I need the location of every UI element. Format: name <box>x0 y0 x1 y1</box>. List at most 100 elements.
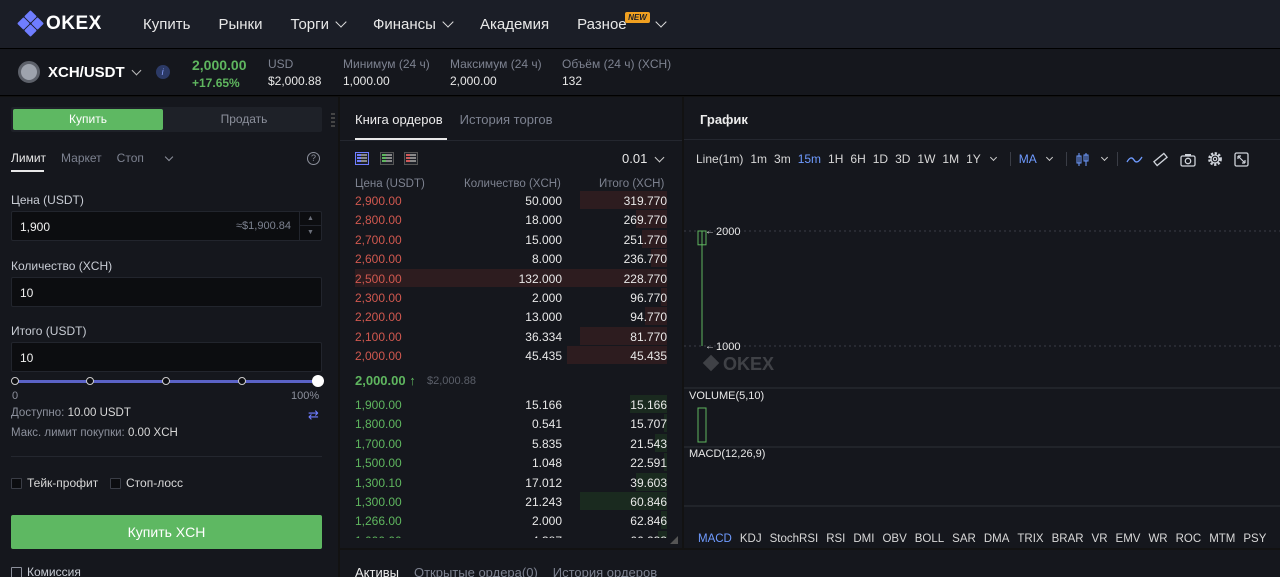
tf-line-1m[interactable]: Line(1m) <box>696 152 744 166</box>
bid-row[interactable]: 1,000.00 4.387 66.233 <box>355 530 667 538</box>
ask-row[interactable]: 2,900.00 50.000 319.770 <box>355 191 667 209</box>
buy-xch-button[interactable]: Купить XCH <box>11 515 322 549</box>
tab-order-book[interactable]: Книга ордеров <box>355 112 443 127</box>
nav-buy[interactable]: Купить <box>143 16 190 33</box>
tab-limit[interactable]: Лимит <box>11 151 47 165</box>
checkbox-icon[interactable] <box>11 477 22 489</box>
price-stepper[interactable]: ▲ ▼ <box>299 212 321 240</box>
slider-step[interactable] <box>86 377 94 385</box>
bid-row[interactable]: 1,300.10 17.012 39.603 <box>355 472 667 491</box>
book-view-bids-icon[interactable] <box>380 152 394 165</box>
bid-row[interactable]: 1,700.00 5.835 21.543 <box>355 433 667 452</box>
tf-1mo[interactable]: 1M <box>942 152 960 166</box>
bid-row[interactable]: 1,300.00 21.243 60.846 <box>355 492 667 510</box>
ind-boll[interactable]: BOLL <box>914 533 945 545</box>
settings-icon[interactable] <box>1207 151 1223 167</box>
step-down-icon[interactable]: ▼ <box>307 229 314 236</box>
ind-wr[interactable]: WR <box>1148 533 1168 545</box>
tf-1y[interactable]: 1Y <box>966 152 981 166</box>
ind-stochrsi[interactable]: StochRSI <box>769 533 819 545</box>
candle-type-icon[interactable] <box>1075 152 1090 167</box>
ask-row[interactable]: 2,100.00 36.334 81.770 <box>355 326 667 345</box>
tf-1m[interactable]: 1m <box>750 152 768 166</box>
bid-row[interactable]: 1,500.00 1.048 22.591 <box>355 453 667 472</box>
chevron-down-icon[interactable] <box>989 153 997 162</box>
step-up-icon[interactable]: ▲ <box>300 212 321 226</box>
chevron-down-icon[interactable] <box>131 65 142 75</box>
tab-assets[interactable]: Активы <box>355 565 399 577</box>
price-chart[interactable]: ← 2000 ← 1000 OKEX VOLUME(5,10) MACD(12,… <box>684 187 1280 548</box>
tf-1d[interactable]: 1D <box>872 152 889 166</box>
indicator-select[interactable]: MA <box>1018 152 1037 166</box>
slider-step[interactable] <box>238 377 246 385</box>
ask-row[interactable]: 2,600.00 8.000 236.770 <box>355 249 667 268</box>
ind-mtm[interactable]: MTM <box>1209 533 1236 545</box>
ind-rsi[interactable]: RSI <box>826 533 846 545</box>
ind-obv[interactable]: OBV <box>882 533 907 545</box>
ind-trix[interactable]: TRIX <box>1017 533 1044 545</box>
amount-slider[interactable] <box>11 375 324 387</box>
help-icon[interactable]: ? <box>307 152 320 165</box>
ind-kdj[interactable]: KDJ <box>739 533 762 545</box>
nav-academy[interactable]: Академия <box>480 16 549 33</box>
candle[interactable] <box>697 230 707 346</box>
ask-row[interactable]: 2,300.00 2.000 96.770 <box>355 288 667 306</box>
okex-logo[interactable]: OKEX <box>17 10 110 37</box>
tab-order-history[interactable]: История ордеров <box>552 565 658 577</box>
slider-knob[interactable] <box>312 375 324 387</box>
tab-market[interactable]: Маркет <box>61 151 102 165</box>
drag-handle-icon[interactable] <box>331 113 335 129</box>
ask-row[interactable]: 2,700.00 15.000 251.770 <box>355 229 667 248</box>
tf-15m[interactable]: 15m <box>797 152 822 166</box>
nav-more[interactable]: Разное NEW <box>577 11 667 33</box>
book-view-asks-icon[interactable] <box>404 152 418 165</box>
transfer-icon[interactable]: ⇄ <box>308 407 319 422</box>
ind-roc[interactable]: ROC <box>1175 533 1202 545</box>
ind-sar[interactable]: SAR <box>952 533 976 545</box>
take-profit-checkbox[interactable]: Тейк-профит <box>11 476 98 490</box>
bid-row[interactable]: 1,800.00 0.541 15.707 <box>355 414 667 433</box>
nav-finance[interactable]: Финансы <box>373 16 454 33</box>
fullscreen-icon[interactable] <box>1234 151 1249 167</box>
book-view-both-icon[interactable] <box>355 152 369 165</box>
tf-6h[interactable]: 6H <box>850 152 866 166</box>
precision-select[interactable]: 0.01 <box>622 151 648 166</box>
tab-stop[interactable]: Стоп <box>117 151 174 165</box>
ind-emv[interactable]: EMV <box>1115 533 1141 545</box>
info-icon[interactable]: i <box>155 65 170 79</box>
ask-row[interactable]: 2,000.00 45.435 45.435 <box>355 346 667 365</box>
camera-icon[interactable] <box>1180 152 1196 167</box>
tf-3m[interactable]: 3m <box>774 152 791 166</box>
slider-step[interactable] <box>162 377 170 385</box>
price-input[interactable]: 1,900 ≈$1,900.84 ▲ ▼ <box>11 211 322 241</box>
nav-trade[interactable]: Торги <box>290 16 347 33</box>
tf-1h[interactable]: 1H <box>828 152 844 166</box>
ask-row[interactable]: 2,800.00 18.000 269.770 <box>355 210 667 229</box>
buy-tab[interactable]: Купить <box>13 109 163 130</box>
sell-tab[interactable]: Продать <box>220 112 268 126</box>
ind-dma[interactable]: DMA <box>983 533 1010 545</box>
stop-loss-checkbox[interactable]: Стоп-лосс <box>110 476 183 490</box>
chevron-down-icon[interactable] <box>1045 153 1053 162</box>
ask-row[interactable]: 2,500.00 132.000 228.770 <box>355 268 667 287</box>
tab-trade-history[interactable]: История торгов <box>459 112 553 127</box>
total-input[interactable]: 10 <box>11 342 322 372</box>
ind-macd[interactable]: MACD <box>698 533 732 545</box>
resize-corner-icon[interactable] <box>670 536 678 544</box>
ruler-icon[interactable] <box>1152 151 1168 167</box>
bid-row[interactable]: 1,900.00 15.166 15.166 <box>355 395 667 413</box>
tf-3d[interactable]: 3D <box>895 152 911 166</box>
slider-step[interactable] <box>11 377 19 385</box>
ask-row[interactable]: 2,200.00 13.000 94.770 <box>355 307 667 326</box>
bid-row[interactable]: 1,266.00 2.000 62.846 <box>355 511 667 530</box>
ind-dmi[interactable]: DMI <box>853 533 875 545</box>
tf-1w[interactable]: 1W <box>917 152 936 166</box>
ind-vr[interactable]: VR <box>1091 533 1108 545</box>
ind-brar[interactable]: BRAR <box>1051 533 1084 545</box>
tab-open-orders[interactable]: Открытые ордера(0) <box>413 565 538 577</box>
checkbox-icon[interactable] <box>110 477 121 489</box>
line-tool-icon[interactable] <box>1126 152 1143 167</box>
pair-selector[interactable]: XCH/USDT <box>48 63 125 81</box>
chevron-down-icon[interactable] <box>1100 153 1108 162</box>
ind-psy[interactable]: PSY <box>1243 533 1267 545</box>
